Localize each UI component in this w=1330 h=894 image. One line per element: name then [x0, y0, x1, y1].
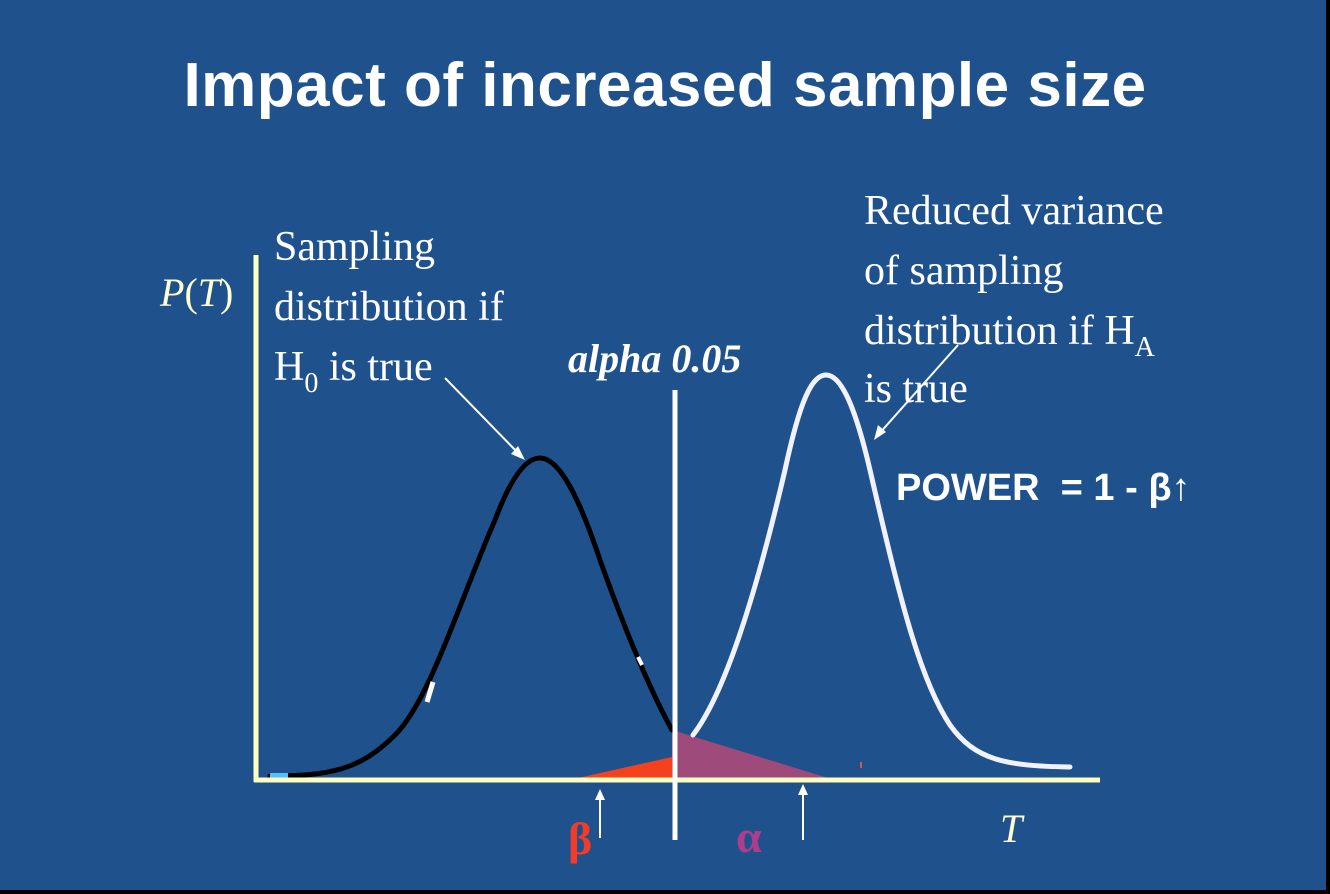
- ha-curve-tick: [860, 762, 862, 768]
- alpha-label: α: [736, 811, 762, 862]
- alpha-up-arrowhead: [798, 784, 808, 795]
- beta-label: β: [568, 813, 592, 864]
- y-axis-label: P(T): [159, 270, 233, 315]
- axis-start-marker: [270, 773, 288, 778]
- power-label: POWER = 1 - β↑: [896, 467, 1191, 509]
- beta-up-arrowhead: [595, 789, 605, 800]
- alpha-region: [672, 730, 828, 778]
- ha-annotation-line3: distribution if HA: [864, 308, 1156, 363]
- h0-distribution-curve: [267, 455, 675, 779]
- h0-pointer-arrow: [444, 377, 521, 456]
- h0-annotation-line3: H0 is true: [274, 344, 433, 399]
- beta-region: [578, 757, 672, 778]
- ha-distribution-curve: [690, 372, 1073, 770]
- h0-curve-gap-mark: [424, 681, 436, 703]
- ha-annotation-line4: is true: [864, 366, 968, 412]
- h0-pointer-arrowhead: [511, 446, 525, 460]
- h0-annotation-line1: Sampling: [274, 224, 435, 270]
- ha-pointer-arrow: [877, 344, 959, 436]
- h0-curve-gap-mark: [636, 656, 644, 666]
- ha-annotation-line2: of sampling: [864, 248, 1063, 294]
- x-axis-label: T: [1000, 806, 1025, 851]
- critical-value-label: alpha 0.05: [568, 336, 741, 381]
- ha-annotation-line1: Reduced variance: [864, 188, 1164, 234]
- slide-title: Impact of increased sample size: [183, 51, 1147, 120]
- ha-pointer-arrowhead: [874, 425, 886, 440]
- h0-annotation-line2: distribution if: [274, 284, 504, 330]
